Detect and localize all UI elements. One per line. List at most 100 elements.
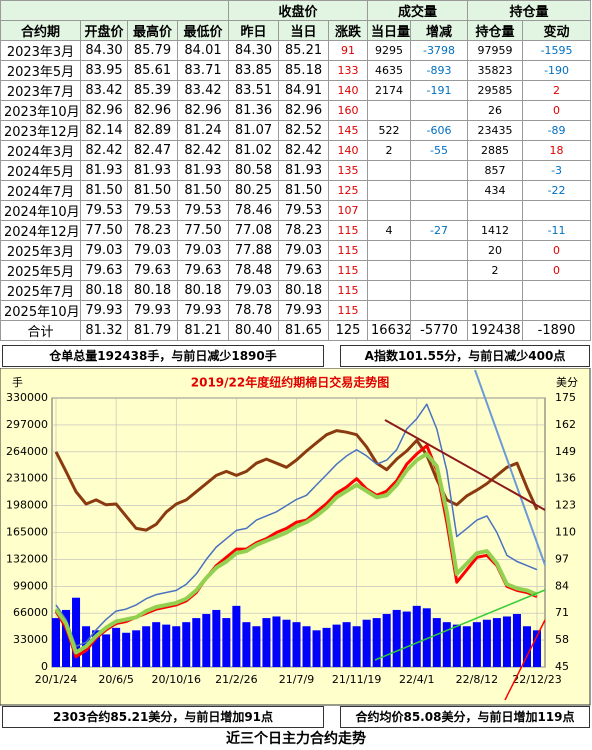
cell: 82.42 <box>177 140 229 161</box>
cell: 4 <box>367 220 412 241</box>
cell: 81.93 <box>278 160 329 181</box>
y-tick-label: 99000 <box>13 579 48 592</box>
cell: 140 <box>327 80 369 101</box>
cell: 82.42 <box>80 140 128 161</box>
cell: 91 <box>327 40 369 61</box>
cell: 83.95 <box>80 60 128 81</box>
cell: -191 <box>410 80 469 101</box>
cell: 2 <box>467 260 524 281</box>
cell: 81.50 <box>278 180 329 201</box>
cell: 160 <box>327 100 369 121</box>
note: 仓单总量192438手，与前日减少1890手 <box>2 345 324 367</box>
cell <box>522 300 592 321</box>
cell <box>410 200 469 221</box>
cell: 78.46 <box>228 200 279 221</box>
cell: -606 <box>410 120 469 141</box>
trend-line <box>474 369 546 566</box>
cell: 80.25 <box>228 180 279 201</box>
cell: 80.40 <box>228 320 279 341</box>
cell: 85.61 <box>127 60 178 81</box>
volume-bar <box>302 626 311 667</box>
cell: 82.47 <box>127 140 178 161</box>
cell: 79.63 <box>127 260 178 281</box>
column-header: 最低价 <box>177 20 229 41</box>
cell <box>410 260 469 281</box>
x-tick-label: 22/12/23 <box>512 673 561 686</box>
column-header: 当日量 <box>367 20 412 41</box>
y2-tick-label: 136 <box>555 472 576 485</box>
footer: 近三个日主力合约走势 <box>226 731 366 747</box>
cell: 85.39 <box>127 80 178 101</box>
cell: 79.53 <box>80 200 128 221</box>
trend-line <box>504 619 546 701</box>
cell: 2 <box>522 80 592 101</box>
volume-bar <box>182 622 191 667</box>
cell: 85.21 <box>278 40 329 61</box>
cell: 83.42 <box>177 80 229 101</box>
volume-bar <box>382 614 391 667</box>
cell: 1412 <box>467 220 524 241</box>
cell: 81.21 <box>177 320 229 341</box>
cell: 78.23 <box>278 220 329 241</box>
cell: 79.63 <box>278 260 329 281</box>
volume-bar <box>272 616 281 667</box>
volume-bar <box>112 627 121 667</box>
volume-bar <box>522 626 531 667</box>
cell: -5770 <box>410 320 469 341</box>
cell: -1890 <box>522 320 592 341</box>
volume-bar <box>482 619 491 667</box>
volume-bar <box>342 622 351 667</box>
cell <box>367 240 412 261</box>
y-tick-label: 66000 <box>13 606 48 619</box>
volume-bar <box>432 618 441 667</box>
volume-bar <box>152 622 161 667</box>
cell: 82.96 <box>127 100 178 121</box>
volume-bar <box>132 630 141 667</box>
cell <box>467 280 524 301</box>
cell: 23435 <box>467 120 524 141</box>
group-header: 成交量 <box>367 0 469 21</box>
y-tick-label: 33000 <box>13 633 48 646</box>
volume-bar <box>492 618 501 667</box>
x-tick-label: 22/8/12 <box>456 673 498 686</box>
cell: 20 <box>467 240 524 261</box>
cell: 81.93 <box>127 160 178 181</box>
cell <box>522 280 592 301</box>
y-tick-label: 330000 <box>6 391 48 404</box>
cell: 2025年10月 <box>0 300 81 321</box>
volume-bar <box>322 627 331 667</box>
cell: 79.03 <box>177 240 229 261</box>
cell: 80.18 <box>177 280 229 301</box>
y-label: 手 <box>12 375 23 389</box>
cell: 80.58 <box>228 160 279 181</box>
y2-tick-label: 123 <box>555 499 576 512</box>
column-header: 合约期 <box>0 20 81 41</box>
cell <box>410 180 469 201</box>
cell: 9295 <box>367 40 412 61</box>
cell: -89 <box>522 120 592 141</box>
cell: 82.96 <box>278 100 329 121</box>
cell: 84.91 <box>278 80 329 101</box>
data-table: 收盘价 成交量 持仓量 合约期 开盘价 最高价 最低价 昨日 当日 涨跌 当日量 增减 持仓量 变动 202… <box>0 0 592 341</box>
cell: 79.53 <box>177 200 229 221</box>
volume-bar <box>402 611 411 667</box>
cell: 79.53 <box>278 200 329 221</box>
cell: 77.08 <box>228 220 279 241</box>
y2-tick-label: 71 <box>555 606 569 619</box>
cell: 2885 <box>467 140 524 161</box>
y2-tick-label: 45 <box>555 660 569 673</box>
y-tick-label: 165000 <box>6 526 48 539</box>
cell <box>467 300 524 321</box>
volume-bar <box>512 614 521 667</box>
cell: 81.02 <box>228 140 279 161</box>
volume-bar <box>352 626 361 667</box>
volume-bar <box>222 618 231 667</box>
y2-tick-label: 97 <box>555 552 569 565</box>
y2-tick-label: 84 <box>555 579 569 592</box>
y-tick-label: 198000 <box>6 499 48 512</box>
cell: 84.30 <box>80 40 128 61</box>
cell: 2025年3月 <box>0 240 81 261</box>
cell: 81.50 <box>80 180 128 201</box>
cell: 0 <box>522 100 592 121</box>
cell: 78.78 <box>228 300 279 321</box>
